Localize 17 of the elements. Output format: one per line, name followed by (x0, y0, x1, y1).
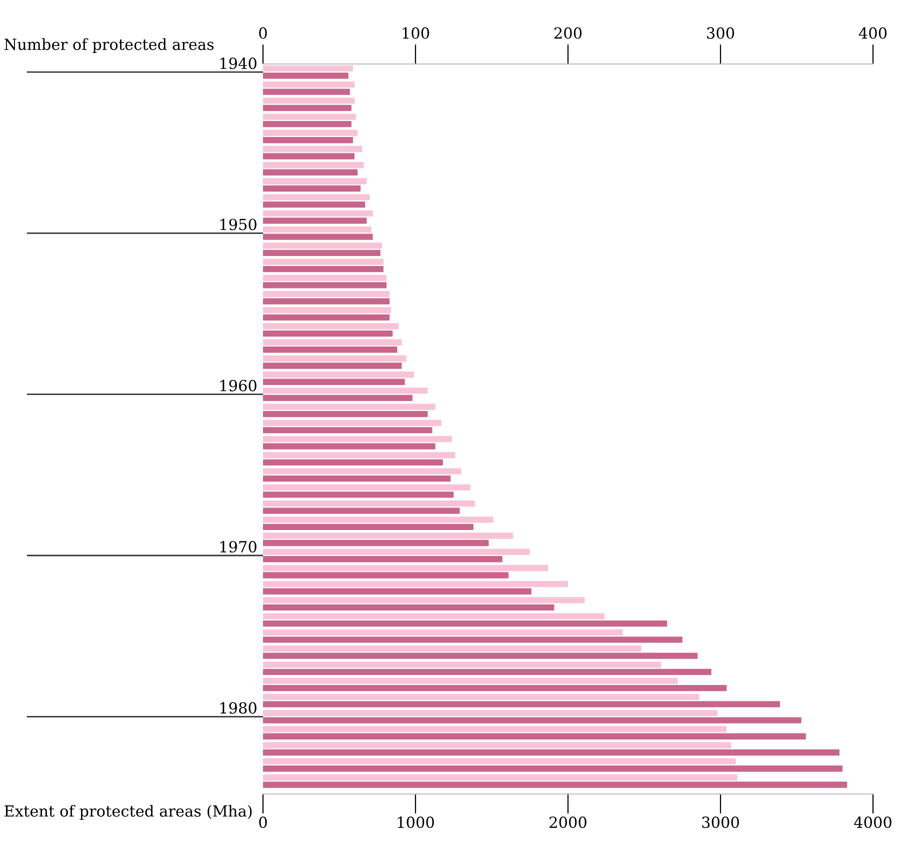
y-tick-label: 1970 (220, 540, 256, 553)
x-axis-title: Extent of protected areas (Mha) (4, 804, 252, 820)
y-tick-label: 1960 (220, 380, 256, 392)
x2-tick-label: 0 (259, 27, 267, 39)
x-tick-label: 4000 (854, 816, 892, 828)
x2-tick-label: 200 (554, 27, 582, 39)
x-tick-label: 3000 (702, 816, 739, 828)
x-tick-label: 2000 (550, 816, 586, 828)
y-tick-label: 1980 (220, 702, 256, 714)
y-tick-label: 1940 (220, 58, 256, 70)
x-tick-label: 0 (259, 816, 267, 828)
x2-tick-label: 300 (707, 27, 734, 39)
x2-tick-label: 400 (858, 27, 887, 39)
y-tick-label: 1950 (220, 218, 256, 230)
x2-tick-label: 100 (402, 27, 430, 39)
x2-axis-title: Number of protected areas (4, 38, 214, 54)
x-tick-label: 1000 (398, 816, 434, 828)
